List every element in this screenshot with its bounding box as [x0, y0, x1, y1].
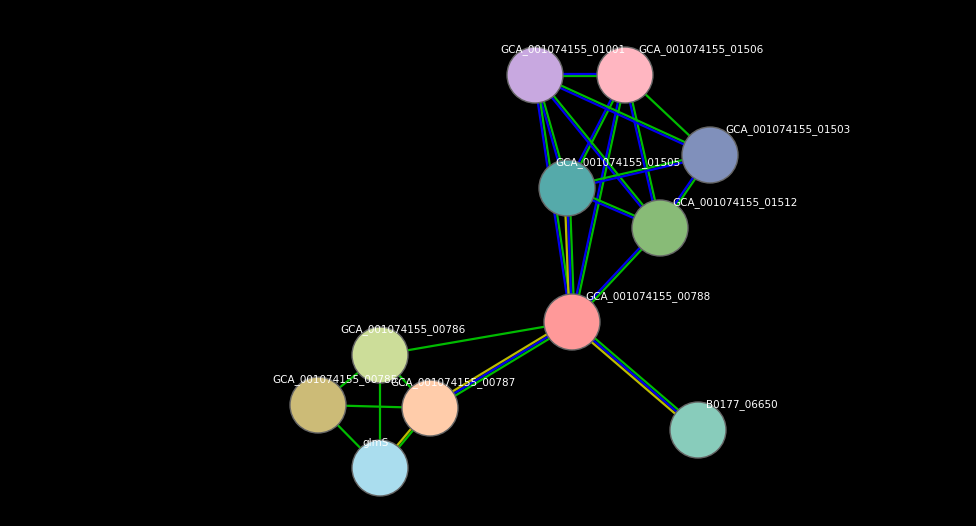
Circle shape [402, 380, 458, 436]
Text: GCA_001074155_01506: GCA_001074155_01506 [638, 44, 763, 55]
Text: GCA_001074155_01503: GCA_001074155_01503 [725, 124, 850, 135]
Text: GCA_001074155_01505: GCA_001074155_01505 [555, 157, 680, 168]
Circle shape [544, 294, 600, 350]
Text: GCA_001074155_00785: GCA_001074155_00785 [272, 374, 397, 385]
Circle shape [352, 327, 408, 383]
Circle shape [682, 127, 738, 183]
Text: glmS: glmS [362, 438, 388, 448]
Circle shape [597, 47, 653, 103]
Circle shape [290, 377, 346, 433]
Text: GCA_001074155_01001: GCA_001074155_01001 [500, 44, 625, 55]
Text: GCA_001074155_00788: GCA_001074155_00788 [585, 291, 711, 302]
Text: GCA_001074155_00786: GCA_001074155_00786 [340, 324, 466, 335]
Circle shape [670, 402, 726, 458]
Text: GCA_001074155_01512: GCA_001074155_01512 [672, 197, 797, 208]
Text: GCA_001074155_00787: GCA_001074155_00787 [390, 377, 515, 388]
Circle shape [632, 200, 688, 256]
Text: B0177_06650: B0177_06650 [706, 399, 778, 410]
Circle shape [352, 440, 408, 496]
Circle shape [507, 47, 563, 103]
Circle shape [539, 160, 595, 216]
